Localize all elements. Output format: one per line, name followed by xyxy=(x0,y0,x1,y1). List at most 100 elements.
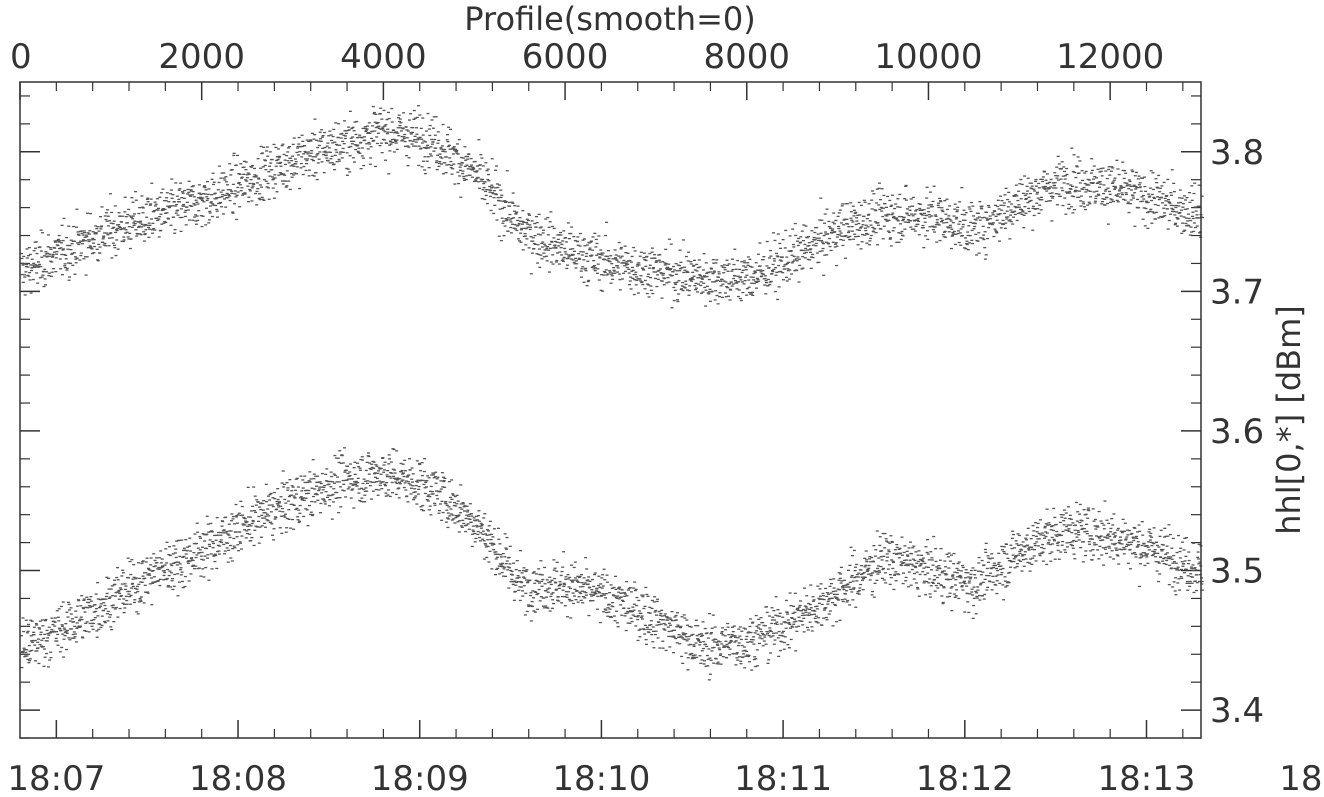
data-point xyxy=(190,205,194,207)
data-point xyxy=(665,267,668,269)
data-point xyxy=(626,252,630,254)
data-point xyxy=(881,215,885,218)
data-point xyxy=(30,620,34,622)
data-point xyxy=(782,265,786,268)
data-point xyxy=(104,218,108,221)
data-point xyxy=(595,254,599,256)
data-point xyxy=(48,659,52,661)
data-point xyxy=(60,253,64,256)
data-point xyxy=(501,207,504,210)
data-point xyxy=(687,251,691,253)
data-point xyxy=(236,522,239,524)
data-point xyxy=(447,144,451,146)
data-point xyxy=(1174,222,1178,224)
data-point xyxy=(531,240,535,242)
data-point xyxy=(292,495,296,497)
data-point xyxy=(254,176,258,178)
right-axis: 3.43.53.63.73.8 xyxy=(20,95,1264,739)
data-point xyxy=(297,521,301,524)
data-point xyxy=(369,481,373,483)
data-point xyxy=(592,268,596,270)
data-point xyxy=(420,509,424,511)
data-point xyxy=(109,222,113,224)
data-point xyxy=(374,113,378,115)
data-point xyxy=(546,216,550,219)
data-point xyxy=(373,481,377,483)
data-point xyxy=(380,152,384,154)
data-point xyxy=(173,552,177,554)
data-point xyxy=(45,640,49,642)
data-point xyxy=(514,213,518,215)
data-point xyxy=(775,252,778,255)
data-point xyxy=(363,139,367,141)
data-point xyxy=(243,518,247,520)
data-point xyxy=(272,143,276,146)
data-point xyxy=(474,171,478,173)
data-point xyxy=(696,267,700,269)
data-point xyxy=(620,614,624,616)
data-point xyxy=(656,278,660,280)
data-point xyxy=(163,208,167,211)
data-point xyxy=(748,258,752,260)
data-point xyxy=(578,258,582,260)
data-point xyxy=(505,536,509,539)
data-point xyxy=(265,513,269,515)
data-point xyxy=(648,267,651,269)
data-point xyxy=(982,238,986,241)
data-point xyxy=(901,235,905,237)
data-point xyxy=(56,238,60,241)
data-point xyxy=(208,212,212,214)
data-point xyxy=(504,218,508,220)
data-point xyxy=(313,134,317,136)
data-point xyxy=(944,236,948,238)
data-point xyxy=(384,124,388,126)
data-point xyxy=(159,213,163,215)
data-point xyxy=(829,227,833,229)
data-point xyxy=(317,488,321,490)
data-point xyxy=(445,504,449,506)
data-point xyxy=(724,296,728,298)
data-point xyxy=(395,482,399,484)
data-point xyxy=(93,245,97,248)
data-point xyxy=(738,297,742,300)
data-point xyxy=(1054,193,1058,195)
data-point xyxy=(116,567,119,569)
data-point xyxy=(320,492,324,494)
data-point xyxy=(898,206,902,208)
data-point xyxy=(546,591,550,593)
data-point xyxy=(92,622,95,625)
data-point xyxy=(401,463,405,465)
data-point xyxy=(669,268,673,270)
data-point xyxy=(835,236,839,238)
data-point xyxy=(385,142,389,144)
data-point xyxy=(276,162,280,164)
data-point xyxy=(26,658,30,661)
data-point xyxy=(135,588,139,590)
data-point xyxy=(344,132,348,134)
data-point xyxy=(417,164,421,167)
data-point xyxy=(237,550,241,552)
data-point xyxy=(74,610,78,612)
data-point xyxy=(622,262,626,264)
data-point xyxy=(728,288,732,290)
data-point xyxy=(202,186,206,188)
data-point xyxy=(117,212,121,214)
data-point xyxy=(316,146,320,149)
data-point xyxy=(598,257,602,259)
data-point xyxy=(170,564,174,567)
data-point xyxy=(330,155,334,157)
data-point xyxy=(1056,155,1060,157)
data-point xyxy=(1047,187,1051,190)
data-point xyxy=(960,187,964,189)
data-point xyxy=(136,613,140,615)
data-point xyxy=(423,458,427,460)
data-point xyxy=(128,603,132,605)
data-point xyxy=(47,634,51,636)
data-point xyxy=(631,277,635,279)
data-point xyxy=(82,239,85,241)
data-point xyxy=(389,131,393,133)
data-point xyxy=(35,272,39,274)
data-point xyxy=(943,200,947,202)
data-point xyxy=(126,236,130,238)
data-point xyxy=(336,476,339,478)
